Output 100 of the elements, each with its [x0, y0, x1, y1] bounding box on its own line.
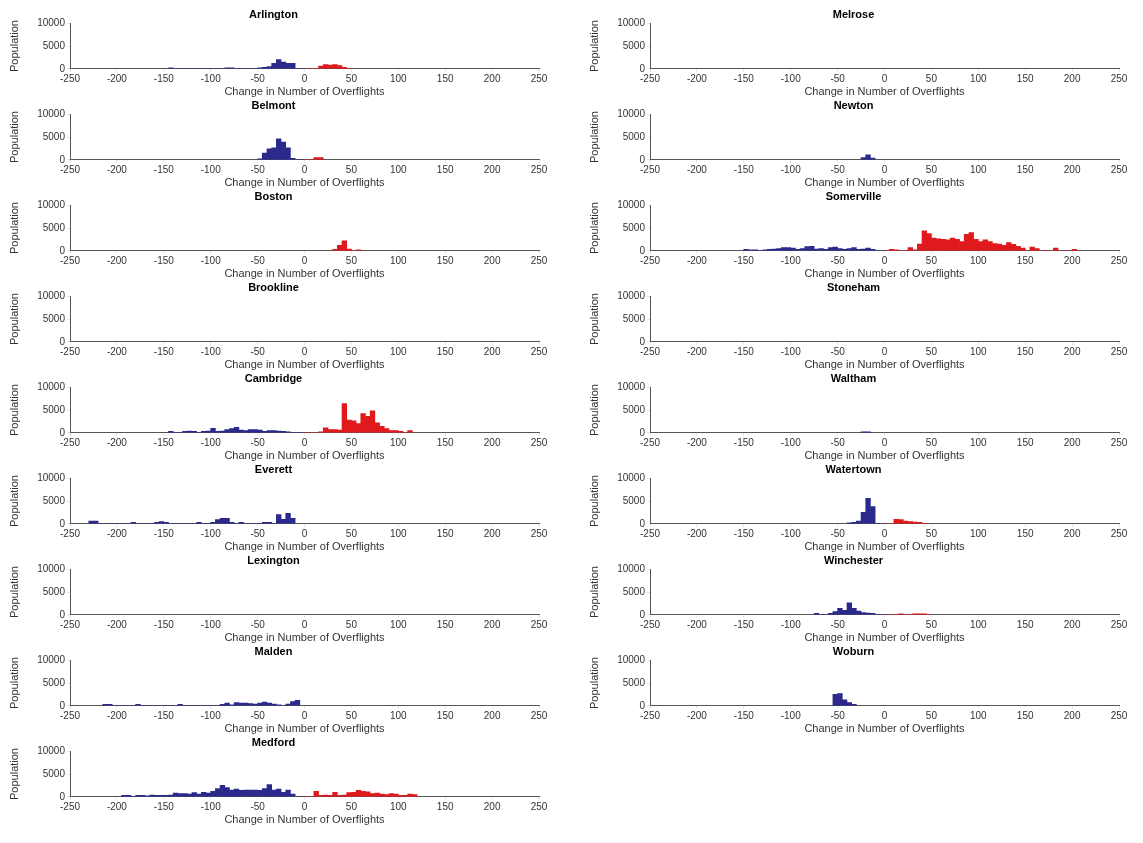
x-tick-label: -250: [639, 436, 661, 448]
y-tick-label: 5000: [622, 221, 646, 233]
x-tick-label: 250: [530, 163, 548, 175]
x-tick-label: 50: [345, 436, 358, 448]
x-tick-label: -200: [106, 254, 128, 266]
x-tick-label: 250: [530, 436, 548, 448]
chart-title: Newton: [833, 98, 874, 111]
x-axis-title: Change in Number of Overflights: [224, 540, 386, 553]
y-tick-label: 5000: [42, 403, 66, 415]
x-tick-label: 50: [345, 254, 358, 266]
x-tick-label: 50: [925, 527, 938, 539]
x-tick-label: 0: [881, 527, 888, 539]
x-tick-label: -100: [200, 345, 222, 357]
x-tick-label: 200: [483, 345, 501, 357]
x-tick-label: 100: [969, 254, 988, 266]
y-tick-label: 10000: [617, 289, 646, 301]
y-tick-label: 0: [639, 699, 646, 711]
y-tick-label: 10000: [37, 107, 66, 119]
chart-title: Cambridge: [244, 371, 303, 384]
x-tick-label: -50: [830, 709, 846, 721]
x-tick-label: 0: [301, 709, 308, 721]
x-tick-label: -100: [780, 618, 802, 630]
x-tick-label: 50: [345, 800, 358, 812]
x-tick-label: -250: [59, 800, 81, 812]
chart-title: Lexington: [247, 553, 301, 566]
x-tick-label: -200: [106, 345, 128, 357]
x-tick-label: 0: [301, 72, 308, 84]
x-axis-title: Change in Number of Overflights: [224, 267, 386, 280]
y-tick-label: 10000: [37, 744, 66, 756]
x-tick-label: -50: [830, 618, 846, 630]
x-tick-label: 200: [1063, 618, 1081, 630]
x-tick-label: -50: [830, 254, 846, 266]
x-tick-label: 250: [530, 345, 548, 357]
y-tick-label: 10000: [37, 562, 66, 574]
x-tick-label: 250: [1110, 254, 1128, 266]
x-tick-label: 0: [301, 527, 308, 539]
x-tick-label: 150: [436, 254, 454, 266]
y-tick-label: 0: [59, 426, 66, 438]
x-tick-label: -50: [250, 527, 266, 539]
y-tick-label: 0: [639, 608, 646, 620]
x-tick-label: 250: [530, 72, 548, 84]
chart-title: Waltham: [830, 371, 877, 384]
y-axis-title: Population: [7, 20, 20, 72]
x-tick-label: -50: [250, 254, 266, 266]
y-tick-label: 5000: [42, 494, 66, 506]
x-tick-label: -100: [780, 709, 802, 721]
x-tick-label: -50: [250, 436, 266, 448]
x-tick-label: -150: [153, 800, 175, 812]
x-axis-title: Change in Number of Overflights: [804, 176, 966, 189]
chart-title: Malden: [254, 644, 293, 657]
x-tick-label: -50: [830, 527, 846, 539]
x-tick-label: -100: [200, 254, 222, 266]
x-tick-label: -250: [59, 254, 81, 266]
x-tick-label: -150: [153, 527, 175, 539]
x-tick-label: 150: [436, 345, 454, 357]
x-tick-label: -150: [153, 254, 175, 266]
x-tick-label: -200: [106, 618, 128, 630]
x-tick-label: 200: [483, 163, 501, 175]
x-tick-label: -50: [250, 800, 266, 812]
y-tick-label: 0: [639, 426, 646, 438]
x-axis-title: Change in Number of Overflights: [224, 631, 386, 644]
x-tick-label: 200: [1063, 527, 1081, 539]
x-tick-label: 150: [436, 527, 454, 539]
y-tick-label: 5000: [42, 585, 66, 597]
x-tick-label: 250: [1110, 72, 1128, 84]
x-axis-title: Change in Number of Overflights: [804, 267, 966, 280]
x-tick-label: 100: [969, 72, 988, 84]
y-tick-label: 0: [59, 153, 66, 165]
x-tick-label: 0: [881, 345, 888, 357]
chart-title: Belmont: [251, 98, 296, 111]
y-tick-label: 5000: [622, 403, 646, 415]
x-tick-label: -250: [639, 345, 661, 357]
y-axis-title: Population: [587, 111, 600, 163]
x-tick-label: 200: [483, 618, 501, 630]
y-tick-label: 5000: [622, 312, 646, 324]
x-tick-label: 50: [345, 527, 358, 539]
x-tick-label: 0: [881, 436, 888, 448]
y-tick-label: 5000: [42, 676, 66, 688]
y-tick-label: 0: [639, 244, 646, 256]
x-tick-label: -50: [250, 709, 266, 721]
y-tick-label: 0: [59, 608, 66, 620]
x-tick-label: -150: [733, 527, 755, 539]
x-tick-label: 50: [925, 72, 938, 84]
x-tick-label: 250: [530, 527, 548, 539]
y-tick-label: 0: [59, 517, 66, 529]
x-tick-label: -200: [106, 163, 128, 175]
y-tick-label: 0: [639, 153, 646, 165]
x-tick-label: -250: [59, 345, 81, 357]
x-tick-label: -200: [686, 72, 708, 84]
x-tick-label: -250: [639, 163, 661, 175]
x-tick-label: -200: [106, 709, 128, 721]
x-tick-label: -250: [639, 72, 661, 84]
y-axis-title: Population: [7, 293, 20, 345]
x-tick-label: 150: [436, 709, 454, 721]
x-tick-label: 0: [301, 800, 308, 812]
x-tick-label: -100: [780, 254, 802, 266]
x-axis-title: Change in Number of Overflights: [224, 85, 386, 98]
y-tick-label: 0: [59, 335, 66, 347]
x-tick-label: -150: [733, 163, 755, 175]
x-tick-label: -50: [830, 72, 846, 84]
